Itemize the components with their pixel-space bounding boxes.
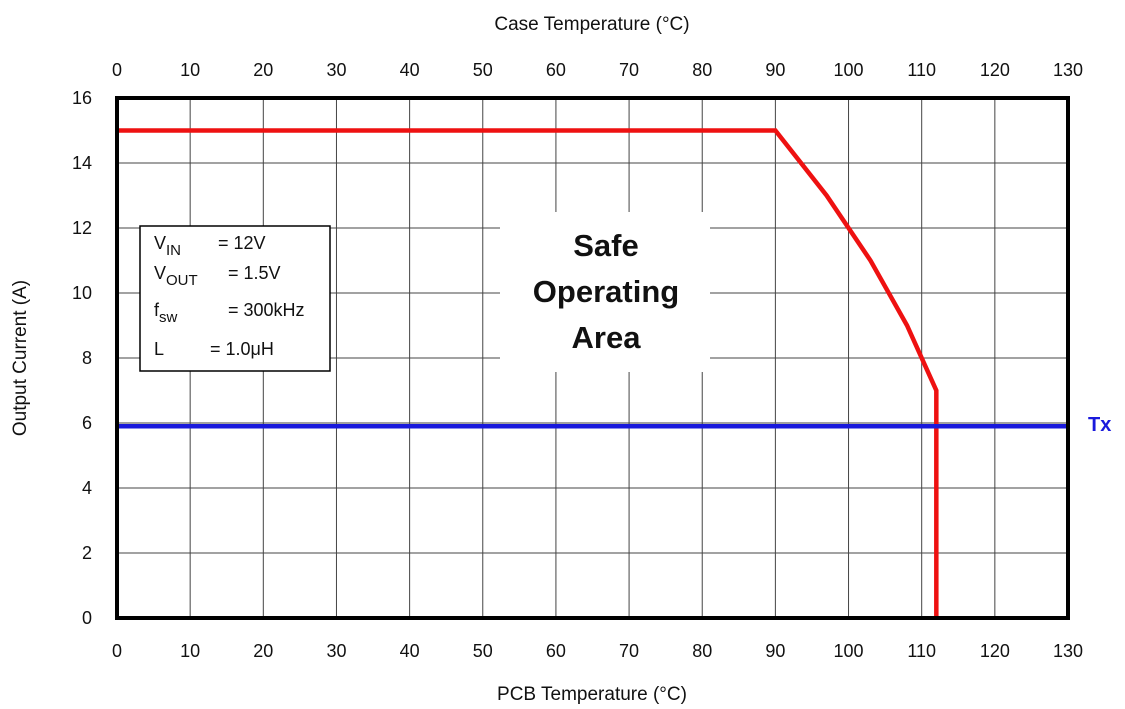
x-tick-label: 90 — [765, 641, 785, 661]
x-tick-label: 60 — [546, 641, 566, 661]
x-tick-label: 80 — [692, 641, 712, 661]
top-x-tick-label: 60 — [546, 60, 566, 80]
param-fsw: fsw = 300kHz — [154, 300, 305, 326]
top-x-tick-label: 50 — [473, 60, 493, 80]
x-tick-label: 10 — [180, 641, 200, 661]
y-tick-label: 14 — [72, 153, 92, 173]
derating-curve-line — [117, 128, 939, 618]
series-lines — [117, 128, 1068, 618]
safe-operating-area-label: Safe Operating Area — [500, 212, 710, 372]
x-tick-label: 40 — [400, 641, 420, 661]
x-tick-label: 30 — [326, 641, 346, 661]
x-tick-label: 100 — [834, 641, 864, 661]
y-tick-label: 4 — [82, 478, 92, 498]
y-tick-label: 8 — [82, 348, 92, 368]
y-tick-label: 16 — [72, 88, 92, 108]
param-vout: VOUT = 1.5V — [154, 263, 281, 289]
region-label-line-2: Operating — [533, 274, 679, 309]
top-x-tick-label: 70 — [619, 60, 639, 80]
top-x-tick-label: 0 — [112, 60, 122, 80]
top-x-tick-label: 80 — [692, 60, 712, 80]
x-tick-label: 130 — [1053, 641, 1083, 661]
x-tick-label: 120 — [980, 641, 1010, 661]
param-vin: VIN = 12V — [154, 233, 266, 259]
x-tick-label: 110 — [907, 641, 936, 661]
param-l: L = 1.0μH — [154, 339, 274, 359]
x-tick-label: 70 — [619, 641, 639, 661]
top-x-tick-label: 120 — [980, 60, 1010, 80]
y-axis-title: Output Current (A) — [10, 280, 31, 436]
x-tick-label: 50 — [473, 641, 493, 661]
top-x-tick-label: 40 — [400, 60, 420, 80]
y-tick-label: 0 — [82, 608, 92, 628]
top-x-tick-label: 130 — [1053, 60, 1083, 80]
top-x-tick-label: 30 — [326, 60, 346, 80]
top-x-tick-label: 110 — [907, 60, 936, 80]
top-x-tick-label: 10 — [180, 60, 200, 80]
top-x-tick-label: 100 — [834, 60, 864, 80]
parameter-box-frame — [139, 225, 331, 372]
y-tick-label: 10 — [72, 283, 92, 303]
bottom-x-axis-title: PCB Temperature (°C) — [497, 684, 687, 705]
x-tick-label: 20 — [253, 641, 273, 661]
parameter-box: VIN = 12V VOUT = 1.5V fsw = 300kHz L = 1.0μH — [139, 225, 331, 372]
y-tick-labels: 0 2 4 6 8 10 12 14 16 — [72, 88, 92, 628]
y-tick-label: 12 — [72, 218, 92, 238]
tx-label: Tx — [1088, 414, 1111, 436]
x-tick-labels: 0 10 20 30 40 50 60 70 80 90 100 110 120 130 — [112, 641, 1083, 661]
region-label-line-1: Safe — [573, 228, 638, 263]
plot-frame — [115, 96, 1070, 620]
top-x-tick-label: 90 — [765, 60, 785, 80]
x-tick-label: 0 — [112, 641, 122, 661]
y-tick-label: 2 — [82, 543, 92, 563]
y-tick-label: 6 — [82, 413, 92, 433]
region-label-line-3: Area — [572, 320, 642, 355]
top-x-tick-label: 20 — [253, 60, 273, 80]
region-label-background — [500, 212, 710, 372]
top-x-axis-title: Case Temperature (°C) — [494, 14, 689, 35]
top-x-tick-labels: 0 10 20 30 40 50 60 70 80 90 100 110 120 130 — [112, 60, 1083, 80]
